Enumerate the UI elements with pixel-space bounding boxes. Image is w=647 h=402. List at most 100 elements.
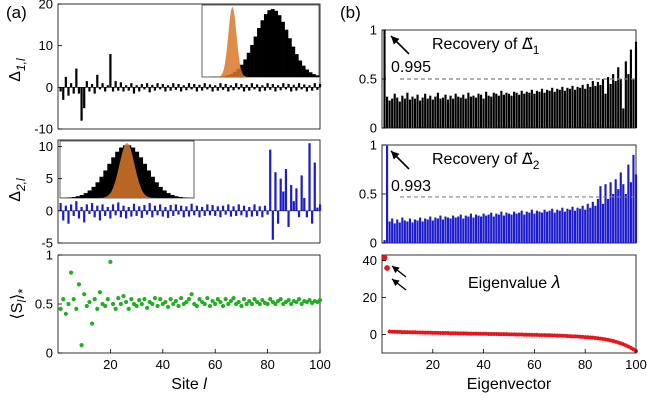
inset-histogram-bar: [103, 170, 108, 198]
bar: [568, 209, 572, 243]
data-point: [440, 331, 445, 336]
bar: [429, 95, 432, 128]
bar: [253, 87, 256, 90]
bar: [515, 92, 518, 128]
bar: [130, 210, 133, 217]
bar: [104, 87, 107, 92]
bar: [543, 209, 546, 243]
bar: [93, 87, 96, 94]
bar: [391, 98, 394, 128]
bar: [88, 87, 91, 92]
y-tick-label: 0.5: [359, 72, 377, 87]
bar: [138, 87, 141, 92]
bar: [424, 93, 427, 128]
y-axis-label-main: ⟨S: [9, 303, 26, 320]
data-point: [137, 297, 142, 303]
bar: [624, 194, 627, 243]
bar: [182, 210, 185, 218]
data-point: [603, 337, 608, 342]
data-point: [163, 299, 168, 305]
bar: [627, 74, 630, 128]
bar: [232, 206, 235, 211]
bar: [263, 205, 267, 211]
data-point: [466, 331, 471, 336]
data-point: [517, 332, 522, 337]
bar: [477, 93, 480, 128]
bar: [426, 98, 429, 128]
bar: [106, 206, 109, 211]
annotation-var: λ: [551, 272, 561, 292]
bar: [297, 210, 301, 218]
data-point: [87, 299, 92, 305]
data-point: [89, 321, 95, 326]
bar: [411, 96, 414, 128]
y-tick-label: -5: [41, 236, 53, 251]
bar: [459, 97, 462, 128]
bar: [148, 87, 151, 93]
bar: [104, 210, 107, 216]
inset-histogram-bar: [99, 176, 104, 198]
bar: [487, 95, 490, 128]
inset-histogram-bar: [260, 20, 265, 78]
data-point: [524, 332, 529, 337]
data-point: [616, 340, 621, 345]
bar: [530, 89, 533, 128]
bar: [85, 81, 88, 88]
bar: [581, 84, 584, 128]
inset-histogram-bar: [250, 44, 254, 77]
bar: [571, 85, 574, 128]
bar: [624, 61, 627, 128]
data-point: [547, 333, 552, 338]
y-axis-label-sub: 2,l: [14, 178, 28, 192]
x-axis-label-main: Site: [171, 376, 203, 393]
bar: [401, 217, 404, 243]
bar: [568, 88, 572, 128]
bar: [589, 86, 592, 128]
bar: [153, 205, 157, 211]
arrow-head: [392, 266, 400, 274]
annotation-text: Recovery of: [432, 151, 522, 168]
bar: [584, 209, 587, 243]
bar: [161, 84, 164, 88]
bar: [111, 87, 115, 92]
y-tick-label: 0: [370, 121, 377, 136]
data-point: [473, 331, 478, 336]
bar: [295, 188, 298, 211]
bar: [292, 84, 295, 88]
bar: [156, 83, 159, 88]
bar: [284, 87, 288, 90]
data-point: [430, 330, 435, 335]
bar: [308, 85, 311, 88]
data-point: [575, 334, 580, 339]
y-axis-label: Δ1,l: [7, 58, 28, 82]
bar: [629, 49, 632, 128]
inset-histogram-bar: [246, 52, 251, 77]
bar: [561, 207, 564, 243]
data-point: [451, 331, 456, 336]
bar: [606, 77, 610, 128]
data-point: [471, 331, 476, 336]
bar: [459, 214, 462, 243]
data-point: [249, 301, 254, 307]
bar: [69, 83, 73, 88]
data-point: [168, 297, 173, 302]
bar: [454, 93, 457, 128]
bar: [227, 204, 230, 211]
bar: [551, 208, 554, 243]
bar: [492, 92, 495, 128]
bar: [151, 210, 154, 218]
data-point: [491, 331, 496, 336]
bar: [318, 204, 322, 211]
data-point: [519, 332, 524, 337]
bar: [490, 212, 493, 243]
bar: [313, 162, 316, 211]
bar: [403, 220, 406, 243]
annotation-text: Recovery of: [432, 36, 522, 53]
annotation: Recovery of Δ⃗1: [432, 36, 540, 57]
data-point: [456, 331, 461, 336]
bar: [576, 207, 579, 243]
bar: [472, 95, 475, 128]
bar: [101, 83, 104, 88]
data-point: [588, 335, 593, 340]
bar: [256, 84, 259, 88]
